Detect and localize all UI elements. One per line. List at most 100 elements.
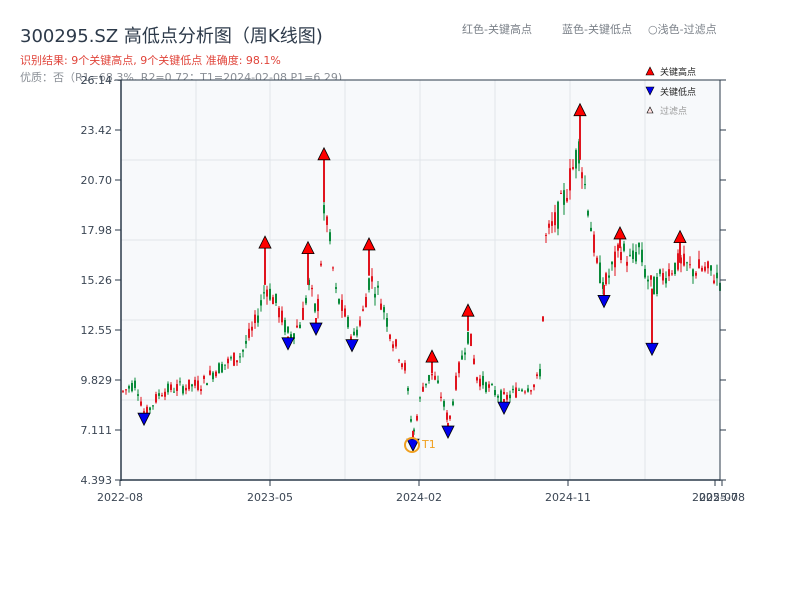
- candle-body: [170, 384, 172, 390]
- legend-filtered-label: 过滤点: [660, 105, 687, 117]
- candle-body: [368, 278, 370, 290]
- key-low-marker-icon: [137, 412, 151, 427]
- candle-body: [488, 384, 490, 388]
- candle-body: [473, 358, 475, 365]
- candle-body: [284, 320, 286, 333]
- candle-body: [557, 201, 559, 229]
- y-tick-label: 23.42: [81, 124, 113, 137]
- candle-body: [320, 263, 322, 266]
- candle-body: [257, 315, 259, 323]
- candle-body: [545, 234, 547, 236]
- candle-body: [254, 314, 256, 324]
- candle-body: [416, 415, 418, 421]
- candle-body: [230, 357, 232, 359]
- result-summary: 识别结果: 9个关键高点, 9个关键低点 准确度: 98.1%: [20, 54, 281, 67]
- candle-body: [593, 234, 595, 253]
- candle-body: [341, 299, 343, 311]
- candle-body: [530, 390, 532, 392]
- candle-body: [386, 318, 388, 327]
- candle-body: [701, 267, 703, 271]
- candle-body: [410, 419, 412, 422]
- candle-body: [266, 289, 268, 297]
- candle-body: [398, 359, 400, 361]
- candle-body: [143, 411, 145, 413]
- candle-body: [251, 326, 253, 331]
- candle-body: [425, 383, 427, 386]
- candle-body: [263, 292, 265, 294]
- legend-text-filtered: ○浅色-过滤点: [648, 23, 717, 36]
- candle-body: [122, 390, 124, 392]
- candle-body: [689, 264, 691, 266]
- candle-body: [704, 266, 706, 271]
- candle-body: [539, 368, 541, 377]
- candle-body: [584, 183, 586, 186]
- candle-body: [650, 275, 652, 280]
- candle-body: [350, 336, 352, 342]
- candle-body: [203, 375, 205, 379]
- candle-body: [239, 356, 241, 358]
- candle-body: [137, 394, 139, 396]
- candle-body: [125, 389, 127, 391]
- candle-body: [383, 307, 385, 313]
- legend-text-red-high: 红色-关键高点: [462, 23, 532, 36]
- candle-body: [572, 167, 574, 170]
- candle-body: [500, 390, 502, 403]
- candle-body: [404, 362, 406, 371]
- candle-body: [437, 380, 439, 383]
- candle-body: [638, 243, 640, 248]
- candle-body: [242, 349, 244, 352]
- candle-body: [332, 267, 334, 269]
- candle-body: [608, 275, 610, 278]
- key-low-marker-icon: [497, 401, 511, 416]
- candle-body: [419, 397, 421, 399]
- candle-body: [188, 379, 190, 390]
- candles: [122, 138, 721, 435]
- legend-low-icon: [645, 86, 655, 96]
- t1-ring: [404, 437, 420, 453]
- candle-body: [464, 352, 466, 355]
- y-axis-ticks: 26.14 23.42 20.70 17.98 15.26 12.55 9.829 7.111…: [81, 74, 726, 487]
- candle-body: [200, 389, 202, 391]
- candle-body: [389, 334, 391, 339]
- candle-body: [215, 371, 217, 377]
- candle-body: [611, 261, 613, 265]
- candle-body: [206, 383, 208, 386]
- candle-body: [668, 269, 670, 277]
- candle-body: [569, 168, 571, 191]
- candle-body: [431, 373, 433, 376]
- x-tick-label: 2022-08: [97, 491, 143, 504]
- candle-body: [245, 340, 247, 344]
- x-axis-ticks: 2022-08 2023-05 2024-02 2024-11 2025-072025-…: [97, 480, 745, 504]
- candle-body: [698, 259, 700, 269]
- y-tick-label: 9.829: [81, 374, 113, 387]
- candle-body: [440, 396, 442, 398]
- candle-body: [212, 372, 214, 380]
- candle-body: [527, 388, 529, 392]
- y-tick-label: 26.14: [81, 74, 113, 87]
- candle-body: [452, 401, 454, 406]
- candle-body: [566, 197, 568, 202]
- candle-body: [692, 269, 694, 277]
- candle-body: [470, 333, 472, 346]
- candle-body: [179, 381, 181, 383]
- candle-body: [248, 328, 250, 338]
- y-tick-label: 20.70: [81, 174, 113, 187]
- candle-body: [161, 395, 163, 397]
- candle-body: [269, 288, 271, 300]
- candle-body: [407, 387, 409, 391]
- candle-body: [221, 364, 223, 373]
- candle-body: [623, 243, 625, 251]
- candle-body: [401, 363, 403, 367]
- key-high-marker-icon: [258, 235, 272, 249]
- candle-body: [362, 309, 364, 311]
- candle-body: [494, 390, 496, 396]
- candle-body: [281, 310, 283, 323]
- candle-body: [302, 307, 304, 320]
- key-high-marker-icon: [425, 349, 439, 363]
- candle-body: [518, 389, 520, 391]
- candle-body: [428, 375, 430, 381]
- candle-body: [590, 227, 592, 232]
- candle-body: [140, 401, 142, 406]
- x-tick-label: 2025-08: [699, 491, 745, 504]
- candle-body: [662, 272, 664, 281]
